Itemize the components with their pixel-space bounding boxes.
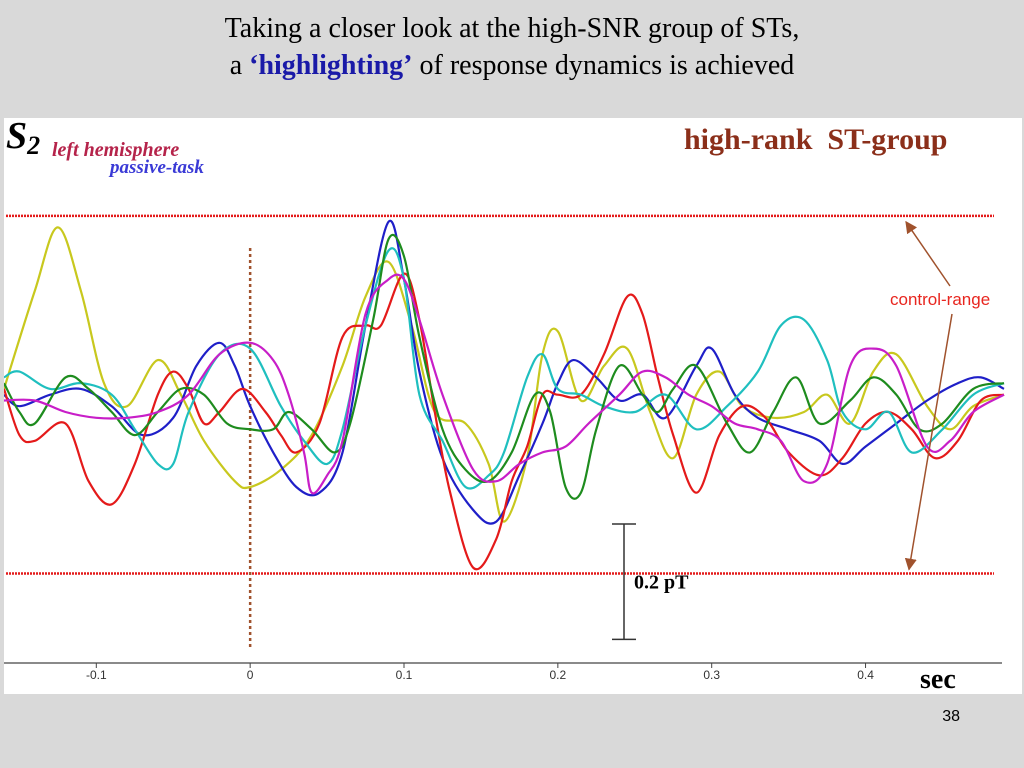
slide-title: Taking a closer look at the high-SNR gro…	[0, 10, 1024, 84]
x-tick-label: 0.1	[396, 668, 413, 682]
waveform-chart: -0.1 0 0.1 0.2 0.3 0.4 0.2 pT S2 left hemisph…	[4, 118, 1005, 694]
x-tick-label: 0.3	[703, 668, 720, 682]
title-highlight: ‘highlighting’	[249, 50, 413, 81]
hemisphere-label: left hemisphere	[52, 139, 179, 161]
chart-panel: -0.1 0 0.1 0.2 0.3 0.4 0.2 pT S2 left hemisph…	[4, 118, 1022, 694]
x-tick-label: 0.4	[857, 668, 874, 682]
title-line-2: a ‘highlighting’ of response dynamics is…	[0, 47, 1024, 84]
title-line-2-prefix: a	[229, 50, 250, 81]
plot-label-subscript: 2	[26, 131, 40, 160]
x-tick-label: -0.1	[86, 668, 107, 682]
plot-label: S2	[6, 118, 40, 160]
page-number: 38	[942, 708, 960, 725]
group-label: high-rank ST-group	[684, 123, 947, 156]
series-line-4	[4, 247, 1005, 490]
control-range-lower-arrow	[904, 313, 953, 571]
plot-label-letter: S	[6, 118, 27, 157]
control-range-upper-arrow	[905, 220, 951, 287]
series-line-1	[4, 226, 1005, 523]
x-tick-label: 0	[247, 668, 254, 682]
task-label: passive-task	[108, 157, 204, 178]
scale-bar-label: 0.2 pT	[634, 572, 689, 594]
x-tick-label: 0.2	[550, 668, 567, 682]
title-line-2-suffix: of response dynamics is achieved	[412, 50, 795, 81]
title-line-1: Taking a closer look at the high-SNR gro…	[224, 13, 800, 44]
series-line-2	[4, 219, 1005, 525]
control-range-label: control-range	[890, 290, 990, 309]
x-axis-label: sec	[920, 664, 956, 694]
series-line-3	[4, 272, 1005, 571]
series-line-6	[4, 273, 1005, 495]
